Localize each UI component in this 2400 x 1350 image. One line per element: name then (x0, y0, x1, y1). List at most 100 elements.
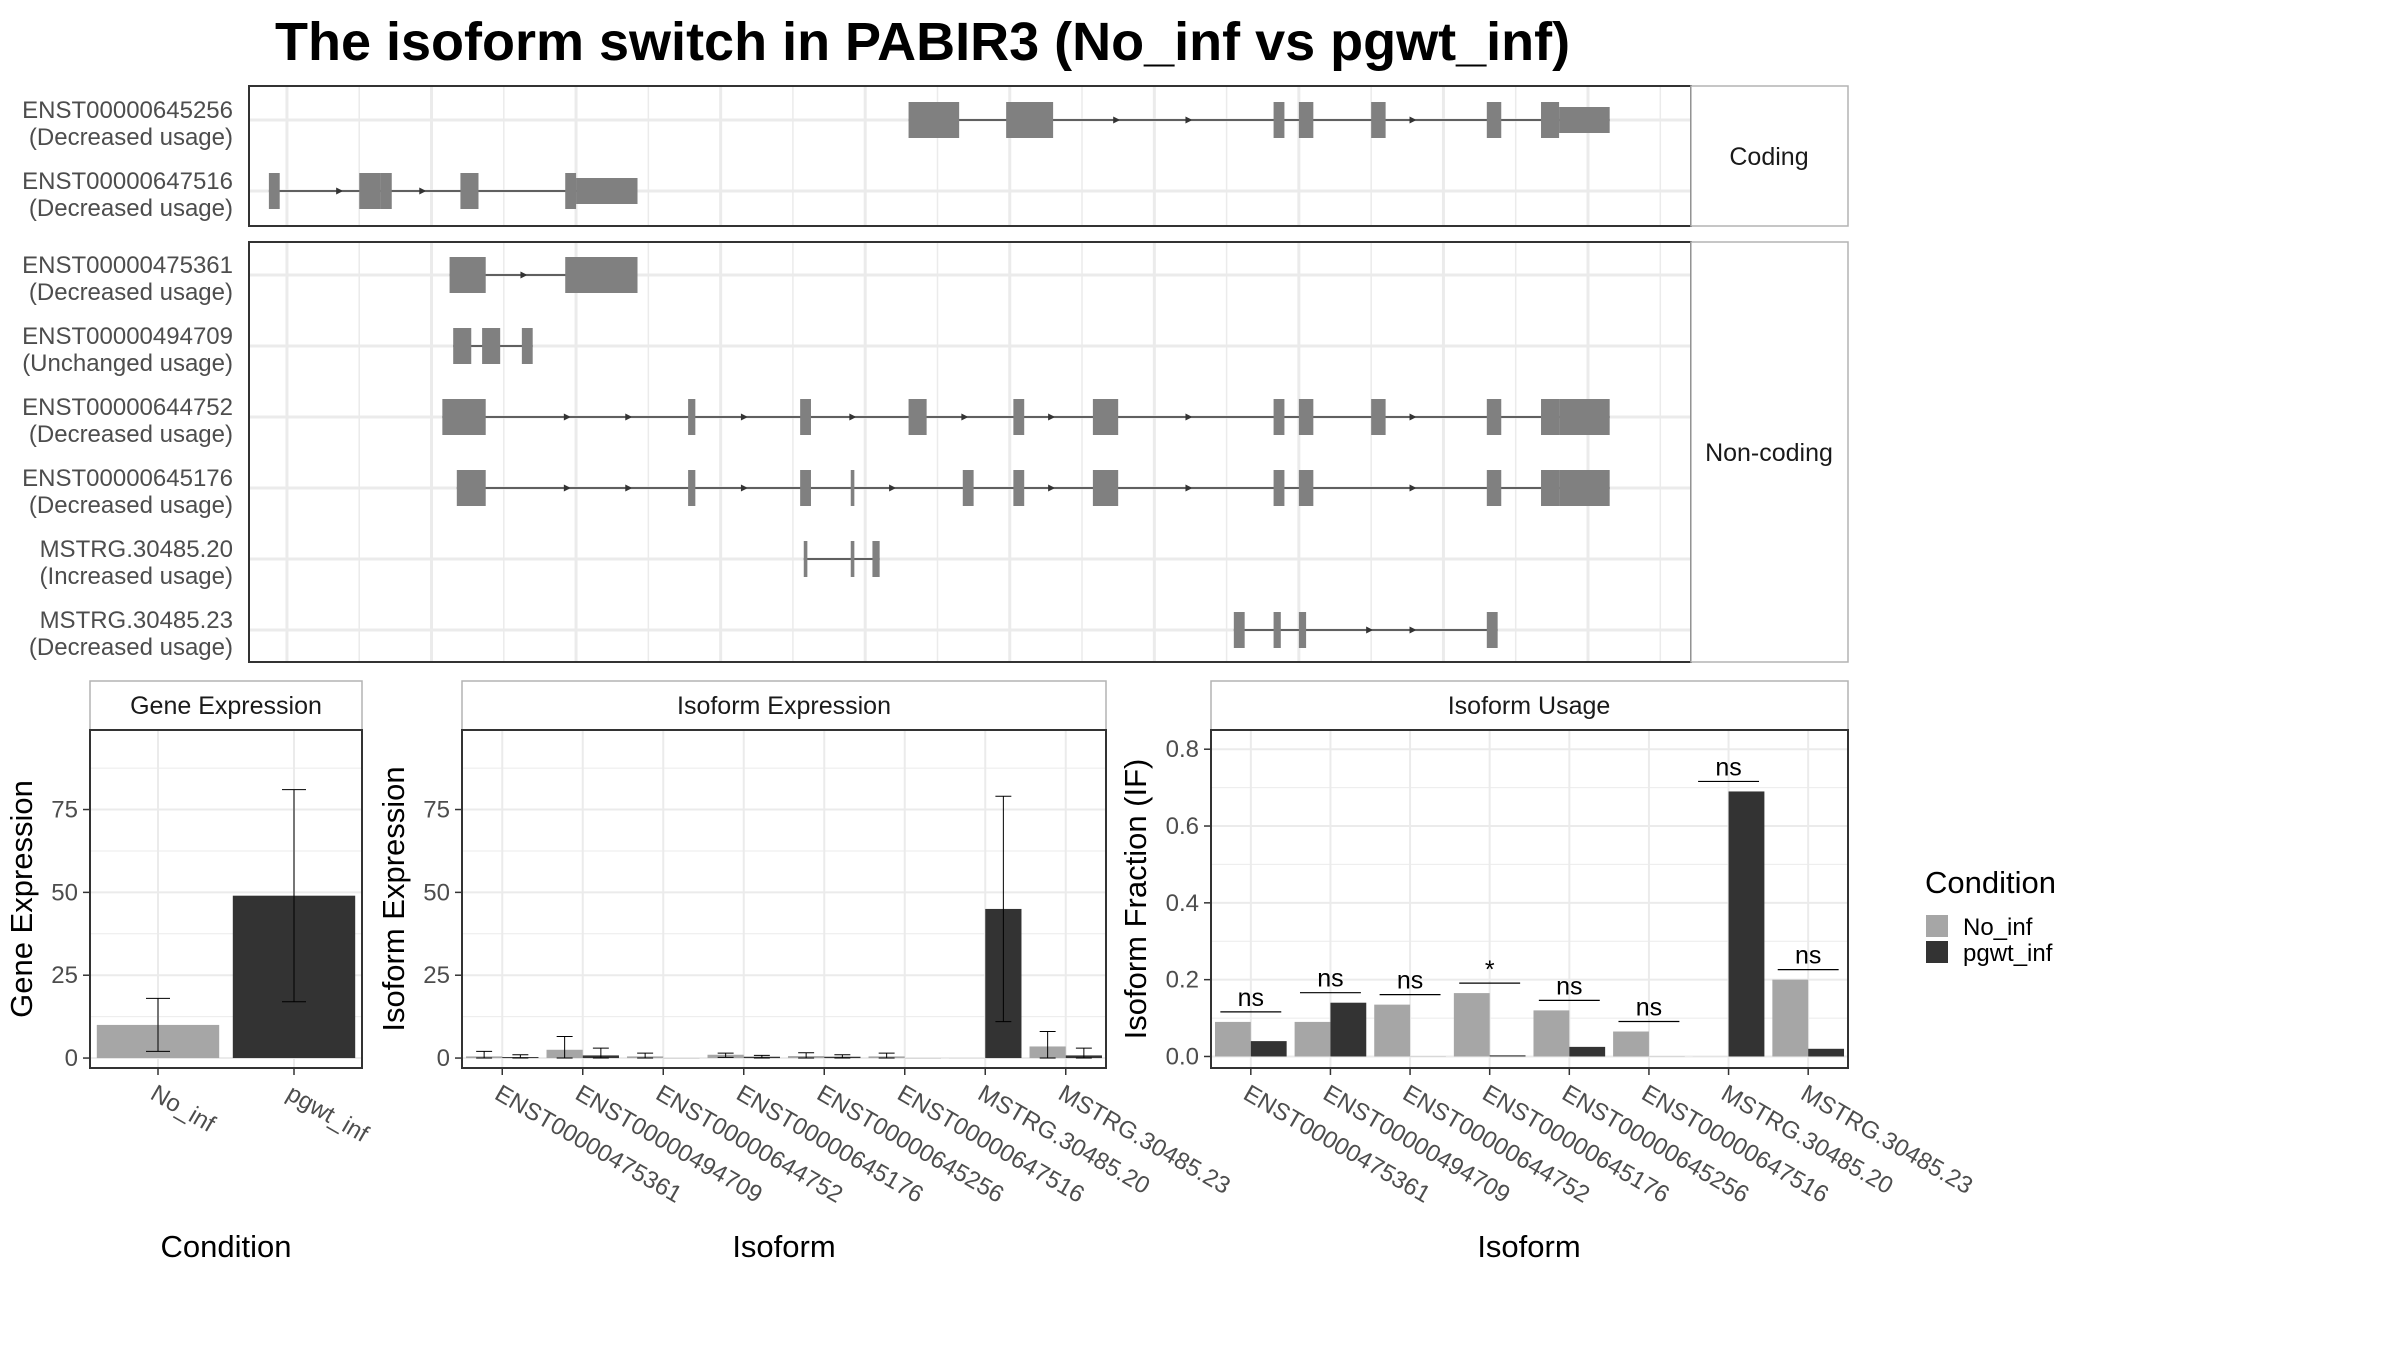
isoform-usage-x-title: Isoform (1477, 1229, 1580, 1264)
transcript-id-label: ENST00000494709 (22, 323, 233, 350)
x-tick-label: No_inf (146, 1080, 220, 1138)
strand-arrow (1048, 413, 1056, 421)
transcript-id-label: MSTRG.30485.23 (40, 607, 233, 634)
exon (521, 328, 533, 364)
gene-expression-panel: Gene Expression 0 25 50 75 No_inf pgwt_inf Ge… (4, 680, 373, 1264)
exon (565, 257, 638, 293)
bar-enst00000475361-no-inf (1214, 1021, 1251, 1057)
exon (850, 470, 855, 506)
transcript-usage-label: (Decreased usage) (29, 492, 233, 519)
strand-arrow (740, 413, 748, 421)
isoform-expression-strip-label: Isoform Expression (677, 692, 891, 720)
exon (1092, 399, 1119, 435)
exon (482, 328, 501, 364)
strand-arrow (740, 484, 748, 492)
transcript-id-label: ENST00000645176 (22, 465, 233, 492)
y-tick-label: 50 (423, 879, 450, 906)
noncoding-strip (1690, 241, 1849, 663)
transcript-id-label: MSTRG.30485.20 (40, 536, 233, 563)
strand-arrow (849, 413, 857, 421)
strand-arrow (1185, 116, 1193, 124)
exon (850, 541, 855, 577)
exon (1013, 470, 1025, 506)
exon (800, 470, 811, 506)
strand-arrow (1113, 116, 1121, 124)
exon (449, 257, 486, 293)
isoform-usage-y-title: Isoform Fraction (IF) (1118, 759, 1153, 1040)
bar-enst00000645256-no-inf (1533, 1010, 1570, 1057)
transcript-enst00000494709 (453, 328, 533, 364)
bar-enst00000494709-no-inf (1294, 1021, 1331, 1057)
bar-mstrg-30485-23-no-inf (1772, 979, 1809, 1057)
bar-mstrg-30485-20-pgwt-inf (1728, 791, 1765, 1057)
strand-arrow (961, 413, 969, 421)
transcript-id-label: ENST00000475361 (22, 252, 233, 279)
exon (460, 173, 479, 209)
strand-arrow (520, 271, 528, 279)
exon (1298, 470, 1314, 506)
error-bar (834, 1054, 851, 1059)
exon (1486, 470, 1502, 506)
transcript-enst00000645256 (908, 102, 1610, 138)
bar-enst00000644752-no-inf (1374, 1004, 1411, 1057)
exon (1298, 102, 1314, 138)
error-bar (995, 795, 1012, 1023)
bar-enst00000645176-pgwt-inf (1489, 1055, 1526, 1057)
bar-mstrg-30485-23-pgwt-inf (1808, 1048, 1845, 1057)
significance-label: ns (1795, 942, 1821, 970)
exon (576, 178, 638, 204)
strand-arrow (336, 187, 344, 195)
transcript-enst00000644752 (442, 399, 1610, 435)
error-bar (592, 1047, 609, 1059)
bar-enst00000494709-pgwt-inf (1330, 1002, 1367, 1057)
significance-label: * (1485, 956, 1495, 984)
error-bar (556, 1036, 573, 1059)
transcript-enst00000645176 (456, 470, 1610, 506)
gene-expression-y-title: Gene Expression (4, 780, 39, 1018)
condition-legend: Condition No_inf pgwt_inf (1925, 865, 2056, 967)
gene-expression-x-title: Condition (161, 1229, 292, 1264)
transcript-enst00000647516 (268, 173, 638, 209)
exon (1006, 102, 1054, 138)
strand-arrow (625, 484, 633, 492)
y-tick-label: 0.8 (1166, 736, 1199, 763)
y-tick-label: 0.0 (1166, 1043, 1199, 1070)
y-tick-label: 75 (423, 797, 450, 824)
error-bar (1075, 1047, 1092, 1059)
strand-arrow (1409, 116, 1417, 124)
strand-arrow (625, 413, 633, 421)
significance-label: ns (1556, 972, 1582, 1000)
error-bar (282, 789, 306, 1003)
exon (1273, 612, 1281, 648)
y-tick-label: 0 (437, 1045, 450, 1072)
exon (453, 328, 472, 364)
figure-title: The isoform switch in PABIR3 (No_inf vs … (275, 12, 1570, 72)
exon (1273, 399, 1285, 435)
exon (380, 173, 392, 209)
y-tick-label: 0.6 (1166, 813, 1199, 840)
transcript-mstrg-30485-23 (1233, 612, 1498, 648)
error-bar (512, 1054, 529, 1059)
noncoding-strip-label: Non-coding (1705, 439, 1833, 467)
isoform-expression-x-title: Isoform (732, 1229, 835, 1264)
strand-arrow (1185, 484, 1193, 492)
y-tick-label: 25 (51, 962, 78, 989)
coding-panel-frame (248, 85, 1692, 227)
exon (688, 399, 696, 435)
strand-arrow (1409, 626, 1417, 634)
y-tick-label: 75 (51, 797, 78, 824)
exon (688, 470, 696, 506)
transcript-usage-label: (Decreased usage) (29, 195, 233, 222)
exon (1013, 399, 1025, 435)
error-bar (798, 1052, 815, 1059)
strand-arrow (1366, 626, 1374, 634)
significance-label: ns (1238, 984, 1264, 1012)
isoform-usage-strip-label: Isoform Usage (1448, 692, 1611, 720)
exon (803, 541, 808, 577)
exon (442, 399, 486, 435)
noncoding-panel-frame (248, 241, 1692, 663)
exon (1486, 612, 1498, 648)
significance-label: ns (1317, 965, 1343, 993)
exon (1559, 399, 1610, 435)
